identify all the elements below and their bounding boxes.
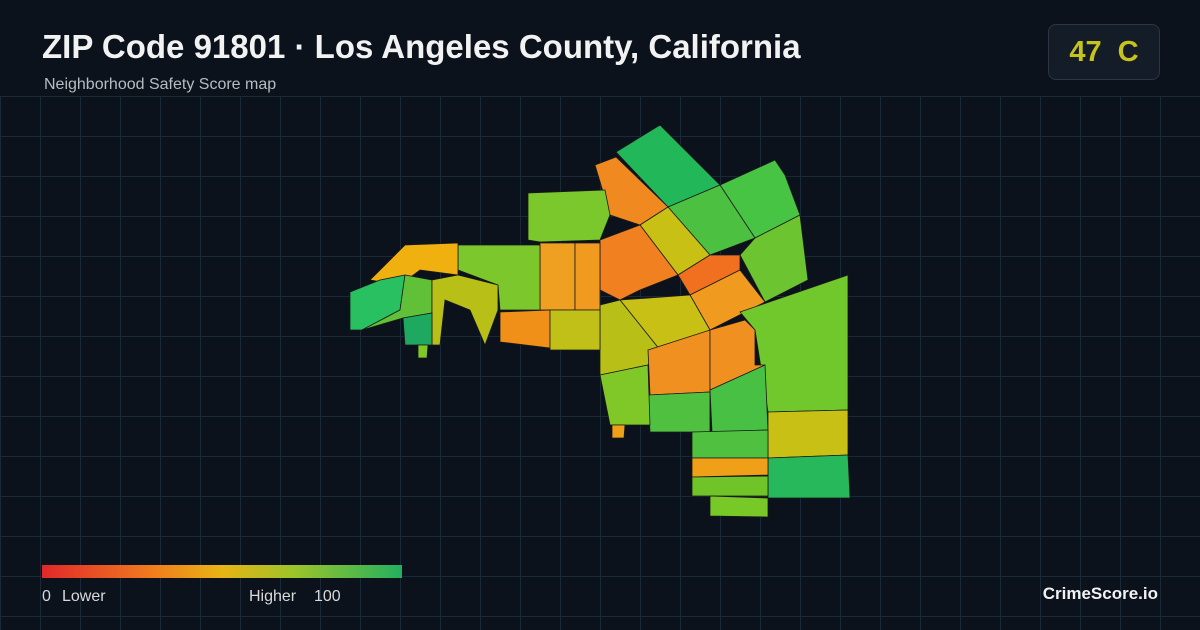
- legend-max: 100: [314, 588, 341, 605]
- legend-min-label: Lower: [62, 588, 106, 605]
- title: ZIP Code 91801 · Los Angeles County, Cal…: [42, 28, 801, 65]
- brand: CrimeScore.io: [1042, 584, 1158, 603]
- legend-max-label: Higher: [249, 588, 297, 605]
- subtitle: Neighborhood Safety Score map: [44, 76, 277, 93]
- legend-min: 0: [42, 588, 51, 605]
- score-grade: C: [1117, 35, 1139, 68]
- score-badge: 47 C: [1048, 24, 1160, 80]
- legend-bar: [42, 565, 402, 578]
- score-value: 47: [1069, 35, 1102, 68]
- zip-areas: [349, 124, 851, 518]
